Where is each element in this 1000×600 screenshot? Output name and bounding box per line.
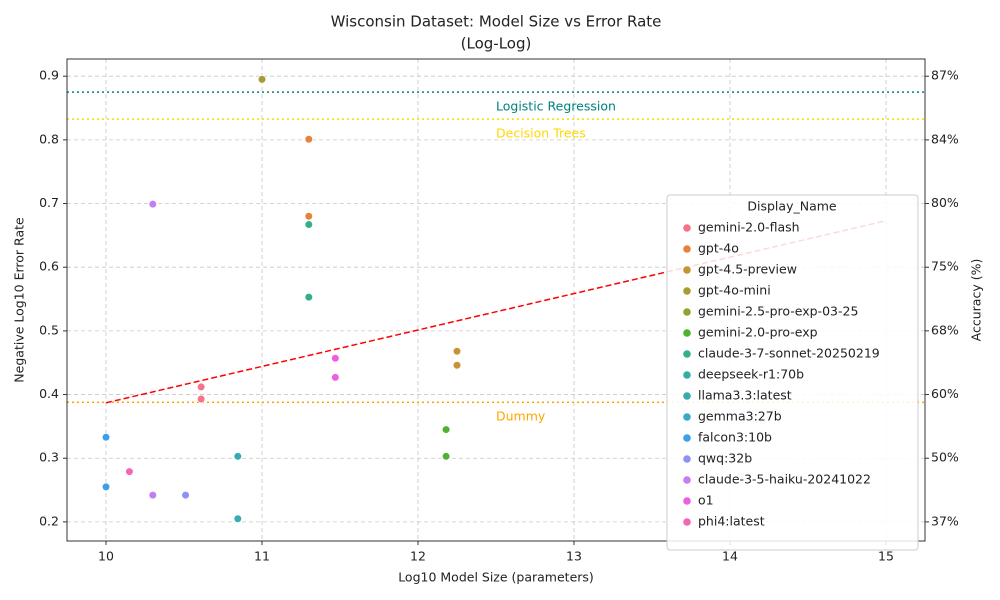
legend-label: phi4:latest xyxy=(698,514,765,529)
reference-label: Logistic Regression xyxy=(496,99,616,114)
x-tick-label: 14 xyxy=(722,549,738,564)
x-tick-label: 10 xyxy=(98,549,114,564)
data-point xyxy=(148,200,157,209)
data-point xyxy=(101,433,111,442)
legend-marker xyxy=(683,371,691,379)
y-tick-label: 0.9 xyxy=(39,68,59,83)
y2-tick-label: 50% xyxy=(931,450,959,465)
y2-axis-label: Accuracy (%) xyxy=(969,259,984,342)
legend-label: gpt-4o xyxy=(698,241,739,256)
legend-label: gemini-2.5-pro-exp-03-25 xyxy=(698,304,858,319)
legend-marker xyxy=(683,245,691,253)
data-point xyxy=(304,220,313,229)
data-point xyxy=(197,394,206,404)
legend-label: gpt-4o-mini xyxy=(698,283,771,298)
data-point xyxy=(197,382,206,392)
data-point xyxy=(148,491,157,500)
legend-label: gpt-4.5-preview xyxy=(698,262,797,277)
legend-marker xyxy=(683,497,691,505)
legend-label: deepseek-r1:70b xyxy=(698,367,804,382)
y-tick-label: 0.8 xyxy=(39,131,59,146)
legend-label: qwq:32b xyxy=(698,451,752,466)
y2-tick-label: 37% xyxy=(931,513,959,528)
legend-marker xyxy=(683,434,691,442)
y-tick-label: 0.6 xyxy=(39,259,59,274)
legend-title: Display_Name xyxy=(747,199,837,214)
data-point xyxy=(452,361,462,370)
legend-marker xyxy=(683,308,691,316)
chart-subtitle: (Log-Log) xyxy=(461,35,532,53)
data-point xyxy=(233,514,242,523)
y-axis-label: Negative Log10 Error Rate xyxy=(12,217,27,383)
legend-marker xyxy=(683,413,691,421)
data-point xyxy=(125,467,134,476)
legend-label: claude-3-7-sonnet-20250219 xyxy=(698,346,880,361)
legend-label: llama3.3:latest xyxy=(698,388,792,403)
legend-marker xyxy=(683,476,691,484)
legend-marker xyxy=(683,266,691,274)
x-tick-label: 11 xyxy=(254,549,270,564)
y-tick-label: 0.3 xyxy=(39,450,59,465)
chart-title: Wisconsin Dataset: Model Size vs Error R… xyxy=(331,13,662,31)
y2-tick-label: 60% xyxy=(931,386,959,401)
y2-tick-label: 75% xyxy=(931,259,959,274)
data-point xyxy=(304,212,313,221)
legend-label: claude-3-5-haiku-20241022 xyxy=(698,472,871,487)
data-point xyxy=(441,452,451,461)
legend-label: gemini-2.0-pro-exp xyxy=(698,325,818,340)
data-point xyxy=(257,75,267,84)
data-point xyxy=(304,293,313,302)
reference-label: Decision Trees xyxy=(496,126,586,141)
legend-label: o1 xyxy=(698,493,714,508)
x-axis-label: Log10 Model Size (parameters) xyxy=(398,570,594,585)
data-point xyxy=(181,491,190,500)
legend-box xyxy=(666,194,919,551)
data-point xyxy=(331,373,340,382)
data-point xyxy=(331,354,340,363)
y2-tick-label: 80% xyxy=(931,195,959,210)
legend-marker xyxy=(683,287,691,295)
legend-marker xyxy=(683,518,691,526)
data-point xyxy=(101,482,111,491)
x-tick-label: 13 xyxy=(566,549,582,564)
legend-label: gemma3:27b xyxy=(698,409,782,424)
y2-tick-label: 84% xyxy=(931,131,959,146)
y2-tick-label: 87% xyxy=(931,68,959,83)
legend-label: gemini-2.0-flash xyxy=(698,220,800,235)
x-tick-label: 12 xyxy=(410,549,426,564)
y2-tick-label: 68% xyxy=(931,322,959,337)
legend-marker xyxy=(683,350,691,358)
data-point xyxy=(452,347,462,356)
y-tick-label: 0.4 xyxy=(39,386,59,401)
legend-label: falcon3:10b xyxy=(698,430,772,445)
data-point xyxy=(304,135,313,144)
y-tick-label: 0.7 xyxy=(39,195,59,210)
x-tick-label: 15 xyxy=(878,549,894,564)
data-point xyxy=(233,452,242,461)
reference-label: Dummy xyxy=(496,409,546,424)
legend-marker xyxy=(683,224,691,232)
y-tick-label: 0.5 xyxy=(39,322,59,337)
legend-marker xyxy=(683,392,691,400)
legend-marker xyxy=(683,455,691,463)
y-tick-label: 0.2 xyxy=(39,513,59,528)
legend-marker xyxy=(683,329,691,337)
data-point xyxy=(441,425,451,434)
plot-frame xyxy=(66,58,926,542)
